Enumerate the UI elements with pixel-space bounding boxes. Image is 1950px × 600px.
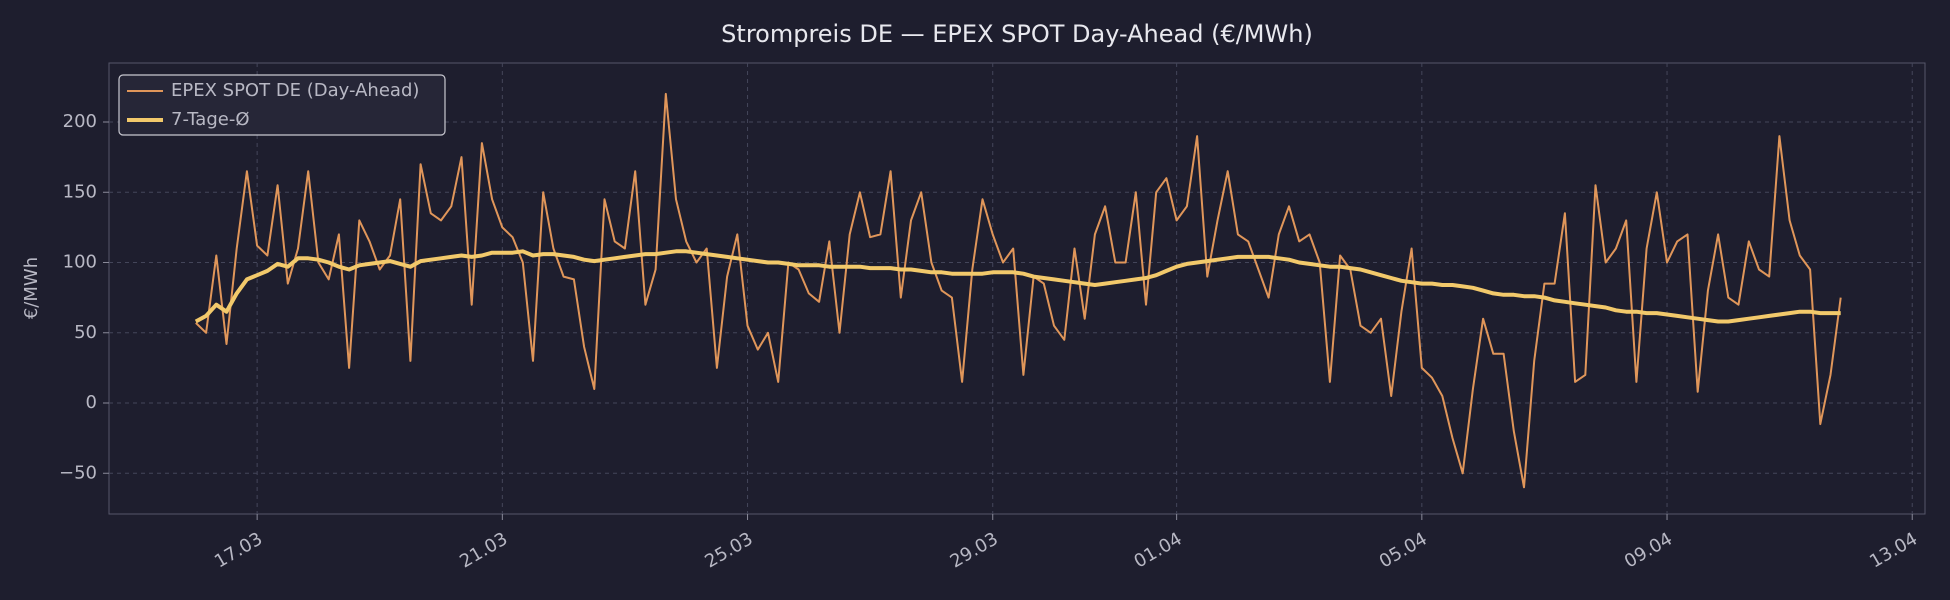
legend-box [118, 74, 446, 136]
legend-label: 7-Tage-Ø [171, 109, 250, 130]
y-tick-label: 100 [63, 252, 97, 273]
y-tick-label: 200 [63, 111, 97, 132]
chart-title: Strompreis DE — EPEX SPOT Day-Ahead (€/M… [721, 20, 1313, 48]
y-tick-label: 50 [74, 322, 97, 343]
y-tick-label: 150 [63, 181, 97, 202]
series-line [194, 249, 1841, 324]
series-line [195, 92, 1842, 489]
legend-label: EPEX SPOT DE (Day-Ahead) [171, 80, 419, 101]
y-tick-label: 0 [86, 392, 97, 413]
y-tick-label: −50 [59, 462, 97, 483]
y-axis-label: €/MWh [21, 257, 42, 319]
